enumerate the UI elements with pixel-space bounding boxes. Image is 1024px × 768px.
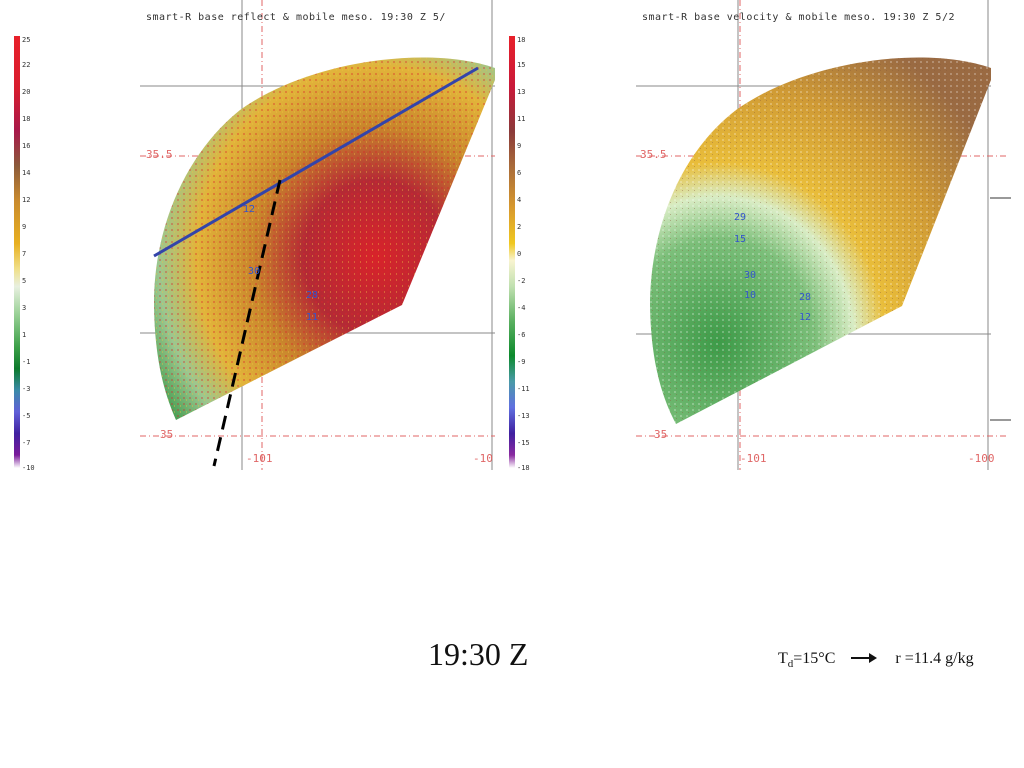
scale-label: 14: [22, 169, 31, 177]
storm-label: 11: [306, 312, 319, 323]
lat-label: 35.5: [640, 148, 667, 161]
storm-label: 10: [744, 290, 757, 301]
storm-label: 30: [248, 266, 261, 277]
reflectivity-color-scale: 25 22 20 18 16 14 12 9 7 5 3 1 -1 -3 -5 …: [14, 36, 35, 476]
storm-label: 29: [734, 212, 747, 223]
reflectivity-radar-image: [140, 0, 495, 470]
storm-label: 30: [744, 270, 757, 281]
scale-label: 3: [22, 304, 27, 312]
velocity-panel: smart-R base velocity & mobile meso. 19:…: [636, 0, 1011, 480]
scale-label: 12: [22, 196, 31, 204]
velocity-title: smart-R base velocity & mobile meso. 19:…: [642, 12, 955, 23]
dewpoint-symbol: T: [778, 650, 788, 667]
lon-label: -10: [473, 452, 493, 465]
velocity-color-bar: [509, 36, 515, 468]
scale-label: 25: [22, 36, 31, 44]
dewpoint-formula: Td=15°C r =11.4 g/kg: [778, 650, 974, 670]
velocity-radar-image: [636, 0, 1011, 470]
scale-label: 9: [517, 142, 522, 150]
scale-label: -4: [517, 304, 526, 312]
scale-label: -13: [517, 412, 530, 420]
scale-label: 20: [22, 88, 31, 96]
scale-label: 16: [22, 142, 31, 150]
scale-label: 1: [22, 331, 27, 339]
reflectivity-title: smart-R base reflect & mobile meso. 19:3…: [146, 12, 446, 23]
lon-label: -101: [740, 452, 767, 465]
scale-label: 0: [517, 250, 522, 258]
scale-label: 7: [22, 250, 27, 258]
storm-label: 15: [734, 234, 747, 245]
scale-label: -1: [22, 358, 31, 366]
reflectivity-color-bar: [14, 36, 20, 468]
scale-label: -18: [517, 464, 530, 472]
scale-label: 13: [517, 88, 526, 96]
scale-label: -9: [517, 358, 526, 366]
right-arrow-icon: [851, 650, 878, 668]
scale-label: 2: [517, 223, 522, 231]
scale-label: 18: [22, 115, 31, 123]
storm-label: 28: [306, 290, 319, 301]
scale-label: -2: [517, 277, 526, 285]
dewpoint-value: =15°C: [793, 650, 836, 667]
scale-label: -3: [22, 385, 31, 393]
scale-label: 18: [517, 36, 526, 44]
mixing-ratio-value: r =11.4 g/kg: [895, 650, 974, 667]
scale-label: 6: [517, 169, 522, 177]
scale-label: -6: [517, 331, 526, 339]
lat-label: 35.5: [146, 148, 173, 161]
velocity-color-scale: 18 15 13 11 9 6 4 2 0 -2 -4 -6 -9 -11 -1…: [509, 36, 530, 476]
scale-label: -15: [517, 439, 530, 447]
scale-label: 5: [22, 277, 27, 285]
scale-label: -10: [22, 464, 35, 472]
storm-label: 28: [799, 292, 812, 303]
lon-label: -101: [246, 452, 273, 465]
storm-label: 12: [799, 312, 812, 323]
lat-label: 35: [654, 428, 668, 441]
time-caption: 19:30 Z: [428, 636, 529, 672]
scale-label: 15: [517, 61, 526, 69]
scale-label: 11: [517, 115, 526, 123]
storm-label: 12: [243, 204, 256, 215]
reflectivity-panel: smart-R base reflect & mobile meso. 19:3…: [140, 0, 500, 480]
lon-label: -100: [968, 452, 995, 465]
scale-label: -11: [517, 385, 530, 393]
scale-label: -7: [22, 439, 31, 447]
scale-label: 4: [517, 196, 522, 204]
scale-label: 22: [22, 61, 31, 69]
scale-label: -5: [22, 412, 31, 420]
scale-label: 9: [22, 223, 27, 231]
dewpoint-subscript: d: [787, 658, 794, 671]
lat-label: 35: [160, 428, 174, 441]
